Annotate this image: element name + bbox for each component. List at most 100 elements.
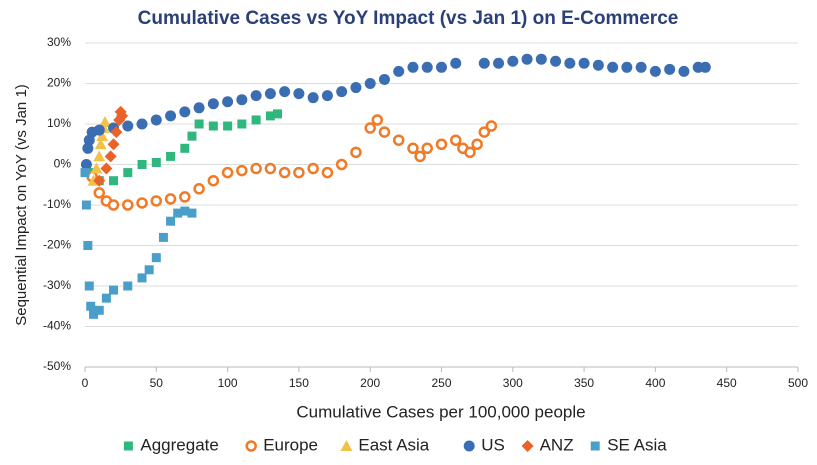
point: [485, 120, 498, 132]
point: [371, 114, 384, 126]
y-tick-label: 30%: [47, 35, 71, 49]
point: [173, 208, 183, 218]
legend-marker: [123, 441, 133, 451]
point: [166, 216, 176, 226]
point: [421, 142, 433, 155]
point: [150, 195, 163, 207]
point: [251, 115, 261, 125]
legend-label: East Asia: [358, 435, 429, 454]
point: [649, 65, 661, 77]
point: [421, 61, 433, 73]
point: [237, 119, 247, 129]
point: [436, 61, 447, 73]
point: [84, 281, 94, 291]
legend-marker: [340, 440, 353, 451]
point: [222, 96, 234, 108]
legend-marker: [590, 441, 600, 451]
point: [93, 174, 106, 187]
point: [364, 78, 376, 89]
point: [98, 115, 111, 127]
point: [158, 232, 168, 242]
point: [450, 134, 462, 146]
legend-marker: [463, 440, 475, 452]
point: [109, 285, 119, 295]
point: [94, 138, 107, 150]
point: [293, 88, 305, 100]
point: [279, 86, 291, 98]
point: [478, 57, 490, 69]
point: [194, 119, 204, 129]
point: [264, 162, 277, 175]
point: [122, 120, 134, 132]
point: [635, 61, 647, 73]
y-tick-label: 20%: [47, 76, 71, 90]
point: [250, 90, 262, 102]
point: [123, 168, 133, 178]
point: [109, 176, 119, 186]
point: [621, 61, 633, 73]
point: [221, 166, 234, 179]
y-tick-label: -50%: [43, 359, 71, 373]
point: [507, 55, 519, 67]
point: [478, 126, 491, 138]
point: [307, 92, 319, 104]
y-axis-label: Sequential Impact on YoY (vs Jan 1): [13, 84, 30, 326]
point: [521, 53, 533, 65]
point: [107, 199, 120, 211]
point: [293, 166, 305, 179]
x-tick-label: 200: [360, 376, 380, 390]
x-tick-label: 350: [574, 376, 594, 390]
point: [89, 309, 99, 319]
point: [96, 130, 109, 142]
point: [393, 65, 405, 77]
point: [336, 86, 348, 98]
point: [93, 124, 105, 136]
x-tick-label: 250: [431, 376, 451, 390]
chart-title: Cumulative Cases vs YoY Impact (vs Jan 1…: [138, 8, 679, 29]
point: [137, 160, 147, 169]
point: [321, 166, 334, 179]
point: [104, 150, 117, 163]
point: [136, 118, 148, 130]
legend-marker: [521, 440, 534, 452]
point: [223, 121, 233, 131]
point: [193, 102, 205, 114]
point: [278, 166, 291, 179]
legend-label: SE Asia: [607, 435, 667, 454]
point: [93, 187, 106, 199]
point: [378, 73, 390, 85]
point: [493, 57, 505, 69]
point: [265, 111, 275, 121]
point: [187, 208, 197, 218]
point: [350, 146, 362, 159]
point: [150, 114, 162, 126]
x-tick-label: 300: [503, 376, 523, 390]
point: [550, 55, 562, 67]
point: [307, 162, 319, 175]
point: [123, 281, 133, 291]
point: [578, 57, 590, 69]
legend-label: Europe: [263, 435, 318, 454]
x-tick-label: 50: [150, 376, 164, 390]
point: [273, 109, 283, 119]
legend-label: US: [481, 435, 505, 454]
point: [250, 162, 262, 175]
point: [82, 142, 94, 154]
point: [407, 142, 419, 155]
point: [110, 126, 123, 139]
point: [564, 57, 576, 69]
point: [94, 305, 104, 315]
point: [107, 138, 120, 151]
point: [207, 174, 220, 187]
point: [678, 65, 690, 77]
point: [208, 121, 218, 131]
point: [207, 98, 219, 110]
point: [378, 126, 391, 138]
y-tick-label: -10%: [43, 197, 71, 211]
y-tick-label: 10%: [47, 116, 71, 130]
point: [100, 162, 113, 175]
point: [236, 164, 248, 177]
point: [464, 146, 476, 159]
point: [592, 59, 604, 71]
y-tick-label: -20%: [43, 238, 71, 252]
